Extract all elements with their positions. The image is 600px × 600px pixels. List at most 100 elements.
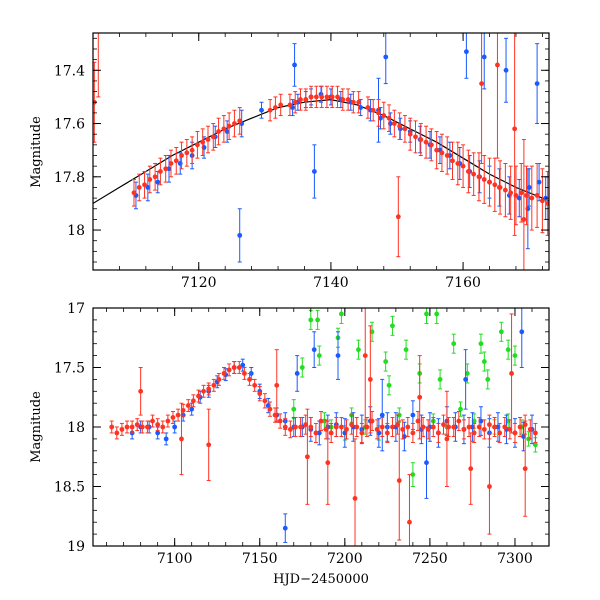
- data-marker: [461, 426, 467, 432]
- bottom-red-point: [532, 422, 538, 443]
- top-red-point: [465, 149, 471, 194]
- bottom-red-point: [109, 420, 115, 434]
- data-marker: [155, 179, 161, 185]
- data-marker: [396, 478, 402, 483]
- data-marker: [328, 430, 334, 436]
- bottom-red-point: [274, 349, 280, 422]
- data-marker: [339, 311, 344, 317]
- data-marker: [313, 430, 319, 436]
- top-x-tick-label: 7140: [313, 275, 349, 291]
- data-marker: [333, 424, 339, 430]
- data-marker: [400, 426, 406, 432]
- bottom-red-point: [119, 422, 125, 436]
- bottom-green-point: [386, 375, 392, 396]
- bottom-y-axis-label: Magnitude: [29, 391, 44, 463]
- data-marker: [439, 150, 445, 156]
- data-marker: [379, 424, 385, 430]
- data-marker: [323, 426, 329, 432]
- data-marker: [376, 110, 381, 116]
- bottom-green-point: [308, 309, 314, 330]
- bottom-blue-point: [335, 331, 341, 380]
- data-marker: [175, 412, 181, 418]
- bottom-green-point: [498, 321, 504, 342]
- bottom-red-point: [502, 416, 508, 438]
- bottom-green-point: [437, 369, 443, 390]
- data-marker: [304, 454, 310, 460]
- data-marker: [417, 394, 423, 400]
- data-marker: [497, 185, 503, 190]
- bottom-red-point: [359, 422, 365, 443]
- top-red-point: [370, 99, 376, 122]
- data-marker: [344, 426, 349, 432]
- top-red-point: [136, 173, 142, 202]
- bottom-green-point: [505, 339, 511, 360]
- data-marker: [463, 377, 469, 382]
- bottom-red-point: [410, 422, 416, 443]
- data-marker: [134, 422, 140, 428]
- data-marker: [478, 341, 484, 347]
- data-marker: [487, 179, 492, 185]
- top-red-point: [407, 117, 413, 151]
- data-marker: [349, 422, 355, 428]
- bottom-red-point: [400, 419, 406, 440]
- top-blue-point: [155, 170, 161, 194]
- data-marker: [282, 525, 288, 531]
- data-marker: [470, 424, 475, 430]
- data-marker: [303, 97, 309, 102]
- bottom-blue-point: [478, 406, 484, 436]
- data-marker: [236, 365, 242, 370]
- bottom-series-green: [291, 308, 538, 487]
- data-marker: [508, 190, 514, 196]
- data-marker: [311, 169, 317, 174]
- data-marker: [325, 460, 331, 466]
- data-marker: [237, 232, 243, 238]
- data-marker: [319, 94, 325, 100]
- data-marker: [512, 126, 518, 132]
- top-red-point: [287, 93, 293, 117]
- data-marker: [390, 424, 395, 430]
- bottom-green-point: [434, 308, 440, 324]
- bottom-red-point: [231, 361, 237, 374]
- top-red-point: [450, 141, 455, 180]
- top-y-tick-label: 18: [67, 223, 85, 239]
- data-marker: [362, 353, 368, 358]
- top-red-point: [471, 152, 477, 196]
- top-red-point: [200, 128, 206, 156]
- bottom-y-tick-label: 17.5: [54, 361, 85, 377]
- bottom-blue-point: [311, 331, 317, 368]
- top-red-point: [158, 157, 163, 186]
- bottom-blue-point: [376, 418, 382, 448]
- top-red-point: [376, 99, 381, 127]
- data-marker: [516, 195, 522, 201]
- data-marker: [376, 430, 382, 436]
- data-marker: [471, 430, 477, 436]
- data-marker: [410, 412, 416, 418]
- top-red-point: [232, 109, 237, 138]
- data-marker: [257, 391, 263, 397]
- data-marker: [339, 424, 344, 430]
- data-marker: [386, 382, 392, 388]
- data-marker: [512, 430, 518, 436]
- bottom-red-point: [349, 414, 355, 435]
- bottom-red-point: [446, 416, 452, 438]
- data-marker: [292, 62, 297, 68]
- bottom-blue-point: [470, 412, 475, 442]
- data-marker: [436, 430, 441, 436]
- top-red-point: [350, 91, 356, 114]
- data-marker: [221, 126, 227, 132]
- data-marker: [534, 81, 540, 86]
- data-marker: [267, 406, 273, 412]
- bottom-red-point: [461, 419, 467, 440]
- data-marker: [335, 94, 340, 100]
- bottom-red-point: [318, 411, 324, 432]
- top-red-point: [179, 141, 184, 170]
- bottom-red-point: [476, 416, 482, 438]
- data-marker: [536, 179, 542, 185]
- data-marker: [139, 424, 145, 430]
- data-marker: [136, 185, 142, 190]
- data-marker: [179, 153, 184, 158]
- bottom-red-point: [313, 422, 319, 443]
- top-blue-point: [259, 101, 264, 119]
- top-red-point: [313, 85, 319, 109]
- data-marker: [497, 430, 503, 436]
